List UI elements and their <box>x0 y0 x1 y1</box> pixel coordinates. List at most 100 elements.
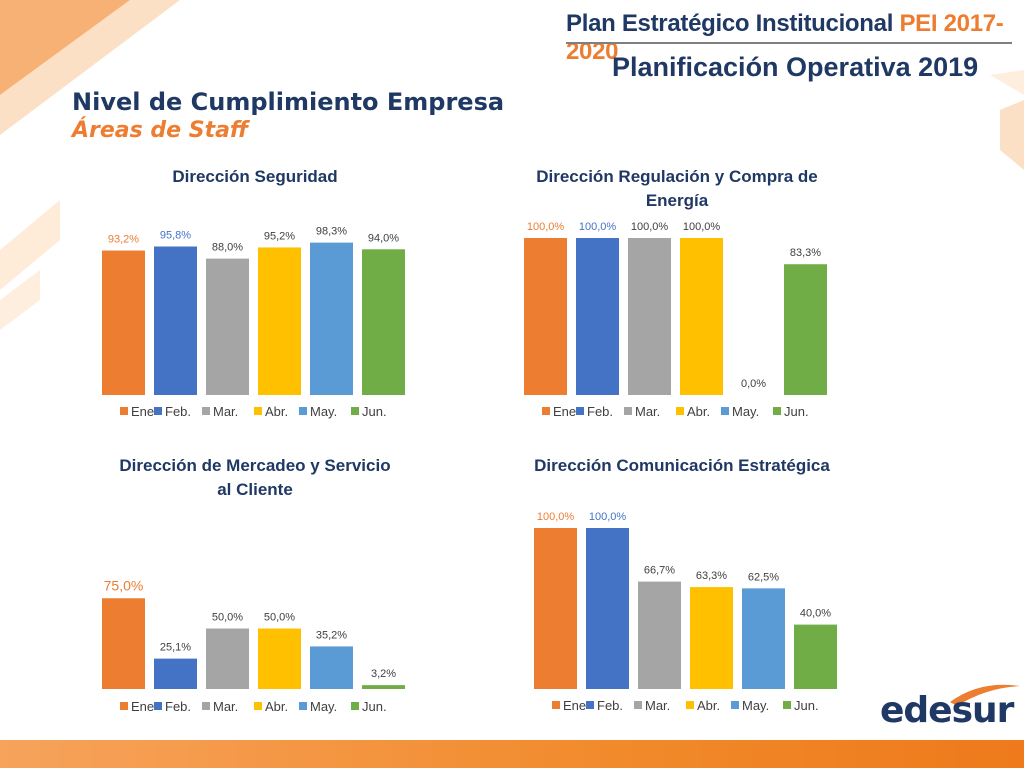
legend-label: Mar. <box>635 404 660 419</box>
legend-swatch <box>351 702 359 710</box>
logo-swoosh-icon <box>950 684 1020 706</box>
bar-mar <box>206 628 249 689</box>
data-label: 88,0% <box>212 242 243 254</box>
legend-label: Mar. <box>213 699 238 714</box>
legend-label: Ene <box>131 699 154 714</box>
legend-swatch <box>254 702 262 710</box>
data-label: 100,0% <box>589 511 627 523</box>
bar-abr <box>690 587 733 689</box>
chart-title: Dirección Regulación y Compra de Energía <box>536 167 818 210</box>
legend-swatch <box>624 407 632 415</box>
chart-plot: 93,2% 95,8% 88,0% 95,2% 98,3% 94,0% Ene Feb. Mar… <box>102 226 405 419</box>
data-label: 98,3% <box>316 226 347 238</box>
chart-direccion-mercadeo: Dirección de Mercadeo y Servicio al Clie… <box>90 454 420 724</box>
legend-swatch <box>154 407 162 415</box>
data-label: 0,0% <box>741 378 766 390</box>
bar-abr <box>680 238 723 395</box>
bar-may <box>310 646 353 689</box>
data-label: 25,1% <box>160 642 191 654</box>
bar-jun <box>794 624 837 689</box>
data-label: 100,0% <box>683 221 721 233</box>
data-label: 50,0% <box>264 612 295 624</box>
legend-label: Ene <box>563 698 586 713</box>
data-label: 95,8% <box>160 230 191 242</box>
slide-subtitle: Áreas de Staff <box>72 118 249 143</box>
chart-direccion-comunicacion: Dirección Comunicación Estratégica 100,0… <box>512 454 852 724</box>
chart-plot: 75,0% 25,1% 50,0% 50,0% 35,2% 3,2% Ene Feb. Mar.… <box>102 577 405 714</box>
legend-swatch <box>202 407 210 415</box>
data-label: 63,3% <box>696 570 727 582</box>
legend-label: Abr. <box>265 404 288 419</box>
header-divider <box>566 42 1012 44</box>
legend-swatch <box>586 701 594 709</box>
legend-swatch <box>731 701 739 709</box>
legend-label: Feb. <box>587 404 613 419</box>
legend-label: Jun. <box>362 404 387 419</box>
legend-label: Ene <box>553 404 576 419</box>
bar-feb <box>154 246 197 395</box>
data-label: 95,2% <box>264 230 295 242</box>
data-label: 35,2% <box>316 629 347 641</box>
legend-label: Abr. <box>697 698 720 713</box>
legend-label: Jun. <box>784 404 809 419</box>
bar-ene <box>534 528 577 689</box>
legend-swatch <box>676 407 684 415</box>
legend-swatch <box>299 407 307 415</box>
legend-swatch <box>154 702 162 710</box>
legend-swatch <box>686 701 694 709</box>
legend-label: Abr. <box>265 699 288 714</box>
bar-ene <box>102 598 145 689</box>
operational-plan-title: Planificación Operativa 2019 <box>612 52 979 82</box>
legend-label: Ene <box>131 404 154 419</box>
legend-swatch <box>299 702 307 710</box>
legend-swatch <box>552 701 560 709</box>
legend-swatch <box>721 407 729 415</box>
bar-mar <box>638 581 681 689</box>
legend-swatch <box>351 407 359 415</box>
legend-label: May. <box>732 404 759 419</box>
footer-bar <box>0 740 1024 768</box>
data-label: 62,5% <box>748 571 779 583</box>
company-logo: edesur <box>880 690 1014 731</box>
legend-label: Mar. <box>645 698 670 713</box>
legend-label: May. <box>310 699 337 714</box>
chart-direccion-regulacion: Dirección Regulación y Compra de Energía… <box>512 165 842 430</box>
bar-jun <box>784 264 827 395</box>
legend-label: Abr. <box>687 404 710 419</box>
legend-label: Feb. <box>165 699 191 714</box>
data-label: 100,0% <box>537 511 575 523</box>
bar-abr <box>258 247 301 395</box>
legend-swatch <box>634 701 642 709</box>
chart-direccion-seguridad: Dirección Seguridad 93,2% 95,8% 88,0% 95,2%… <box>90 165 420 430</box>
legend-swatch <box>542 407 550 415</box>
legend-label: Jun. <box>794 698 819 713</box>
legend-label: Feb. <box>165 404 191 419</box>
legend-label: Mar. <box>213 404 238 419</box>
data-label: 100,0% <box>579 221 617 233</box>
bar-ene <box>102 250 145 395</box>
bar-mar <box>206 258 249 395</box>
legend-swatch <box>576 407 584 415</box>
data-label: 40,0% <box>800 608 831 620</box>
bar-feb <box>586 528 629 689</box>
data-label: 100,0% <box>631 221 669 233</box>
data-label: 83,3% <box>790 247 821 259</box>
data-label: 93,2% <box>108 234 139 246</box>
legend-label: Feb. <box>597 698 623 713</box>
chart-title: Dirección Seguridad <box>172 167 338 186</box>
chart-plot: 100,0% 100,0% 100,0% 100,0% 0,0% 83,3% Ene Feb.… <box>524 221 827 419</box>
data-label: 50,0% <box>212 612 243 624</box>
legend-label: May. <box>310 404 337 419</box>
legend-swatch <box>120 407 128 415</box>
legend-label: Jun. <box>362 699 387 714</box>
data-label: 100,0% <box>527 221 565 233</box>
legend-swatch <box>202 702 210 710</box>
slide-title: Nivel de Cumplimiento Empresa <box>72 88 505 116</box>
chart-title: Dirección Comunicación Estratégica <box>534 456 830 475</box>
chart-title: Dirección de Mercadeo y Servicio al Clie… <box>119 456 391 499</box>
data-label: 94,0% <box>368 232 399 244</box>
bar-feb <box>576 238 619 395</box>
chart-plot: 100,0% 100,0% 66,7% 63,3% 62,5% 40,0% Ene Feb. M… <box>534 511 837 713</box>
legend-swatch <box>783 701 791 709</box>
